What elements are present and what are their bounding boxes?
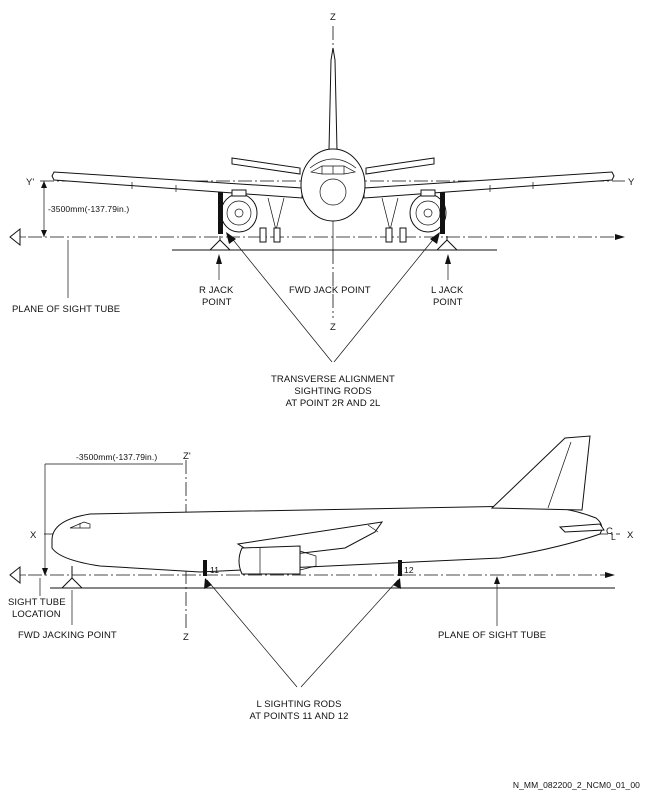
- figure-id: N_MM_082200_2_NCM0_01_00: [513, 780, 640, 790]
- side-sight-tube-label-2: LOCATION: [12, 609, 61, 620]
- front-right-stabilizer: [365, 157, 435, 175]
- side-vertical-fin: [490, 435, 591, 511]
- side-rods-label-2: AT POINTS 11 AND 12: [249, 711, 348, 722]
- front-right-engine: [409, 189, 447, 233]
- side-rod-12-label: 12: [404, 565, 414, 575]
- front-rods-label-1: TRANSVERSE ALIGNMENT: [271, 374, 395, 385]
- side-fwd-jack: [61, 566, 83, 589]
- front-left-stabilizer: [231, 157, 301, 175]
- side-dimension-label: -3500mm(-137.79in.): [76, 452, 157, 462]
- side-rod-12: [398, 560, 402, 576]
- front-cockpit-windows: [309, 165, 357, 175]
- side-rod-11: [203, 560, 207, 576]
- front-l-jack-label-2: POINT: [433, 297, 463, 308]
- side-rod-11-label: 11: [210, 565, 219, 575]
- front-y-right-label: Y: [628, 177, 635, 188]
- front-r-sighting-rod: [218, 192, 223, 234]
- side-z-top-label: Z': [183, 451, 191, 462]
- side-centerline-label: C: [606, 526, 613, 537]
- side-rods-label-1: L SIGHTING RODS: [256, 699, 341, 710]
- front-r-jack-label-2: POINT: [202, 297, 232, 308]
- front-rods-label-2: SIGHTING RODS: [294, 386, 371, 397]
- front-z-top-label: Z: [330, 12, 336, 23]
- front-sight-arrow: [615, 234, 625, 240]
- side-rod-leader-12: [300, 579, 399, 688]
- side-cockpit-window: [69, 521, 91, 529]
- front-plane-label: PLANE OF SIGHT TUBE: [12, 304, 120, 315]
- front-left-wing: [51, 171, 303, 199]
- side-centerline-sub: L: [611, 532, 616, 542]
- front-r-jack: [209, 236, 231, 251]
- front-rod-leader-l: [333, 235, 437, 363]
- front-fuselage: [300, 148, 366, 222]
- front-left-main-gear: [259, 197, 285, 243]
- front-fwd-jack-label: FWD JACK POINT: [289, 285, 371, 296]
- front-sight-tube-icon: [9, 227, 26, 247]
- side-x-right-label: X: [627, 530, 634, 541]
- front-r-jack-label-1: R JACK: [199, 285, 234, 296]
- side-z-bottom-label: Z: [183, 632, 189, 643]
- side-x-left-label: X: [30, 530, 37, 541]
- front-l-sighting-rod: [440, 192, 445, 234]
- side-sight-tube-icon: [9, 565, 26, 585]
- front-view: Z Z Y' Y -3500mm(-137.79in.): [9, 12, 635, 409]
- side-view: -3500mm(-137.79in.) Z' Z X X C L: [8, 435, 634, 722]
- front-vertical-tail: [328, 47, 338, 151]
- front-rods-label-3: AT POINT 2R AND 2L: [286, 398, 381, 409]
- front-l-jack-label-1: L JACK: [431, 285, 464, 296]
- front-radome: [319, 178, 347, 206]
- side-sight-tube-label-1: SIGHT TUBE: [8, 597, 66, 608]
- front-rod-leader-r: [229, 235, 333, 363]
- front-dimension-label: -3500mm(-137.79in.): [48, 204, 129, 214]
- side-rod-leader-11: [206, 579, 298, 688]
- front-right-wing: [363, 171, 615, 199]
- side-horizontal-stabilizer: [558, 523, 605, 533]
- front-l-jack: [436, 236, 458, 251]
- side-plane-label: PLANE OF SIGHT TUBE: [438, 630, 546, 641]
- front-right-main-gear: [381, 197, 407, 243]
- front-z-bottom-label: Z: [330, 322, 336, 333]
- front-y-left-label: Y': [26, 177, 34, 188]
- side-engine: [238, 545, 317, 575]
- front-left-engine: [220, 189, 258, 233]
- side-fwd-jacking-label: FWD JACKING POINT: [18, 630, 117, 641]
